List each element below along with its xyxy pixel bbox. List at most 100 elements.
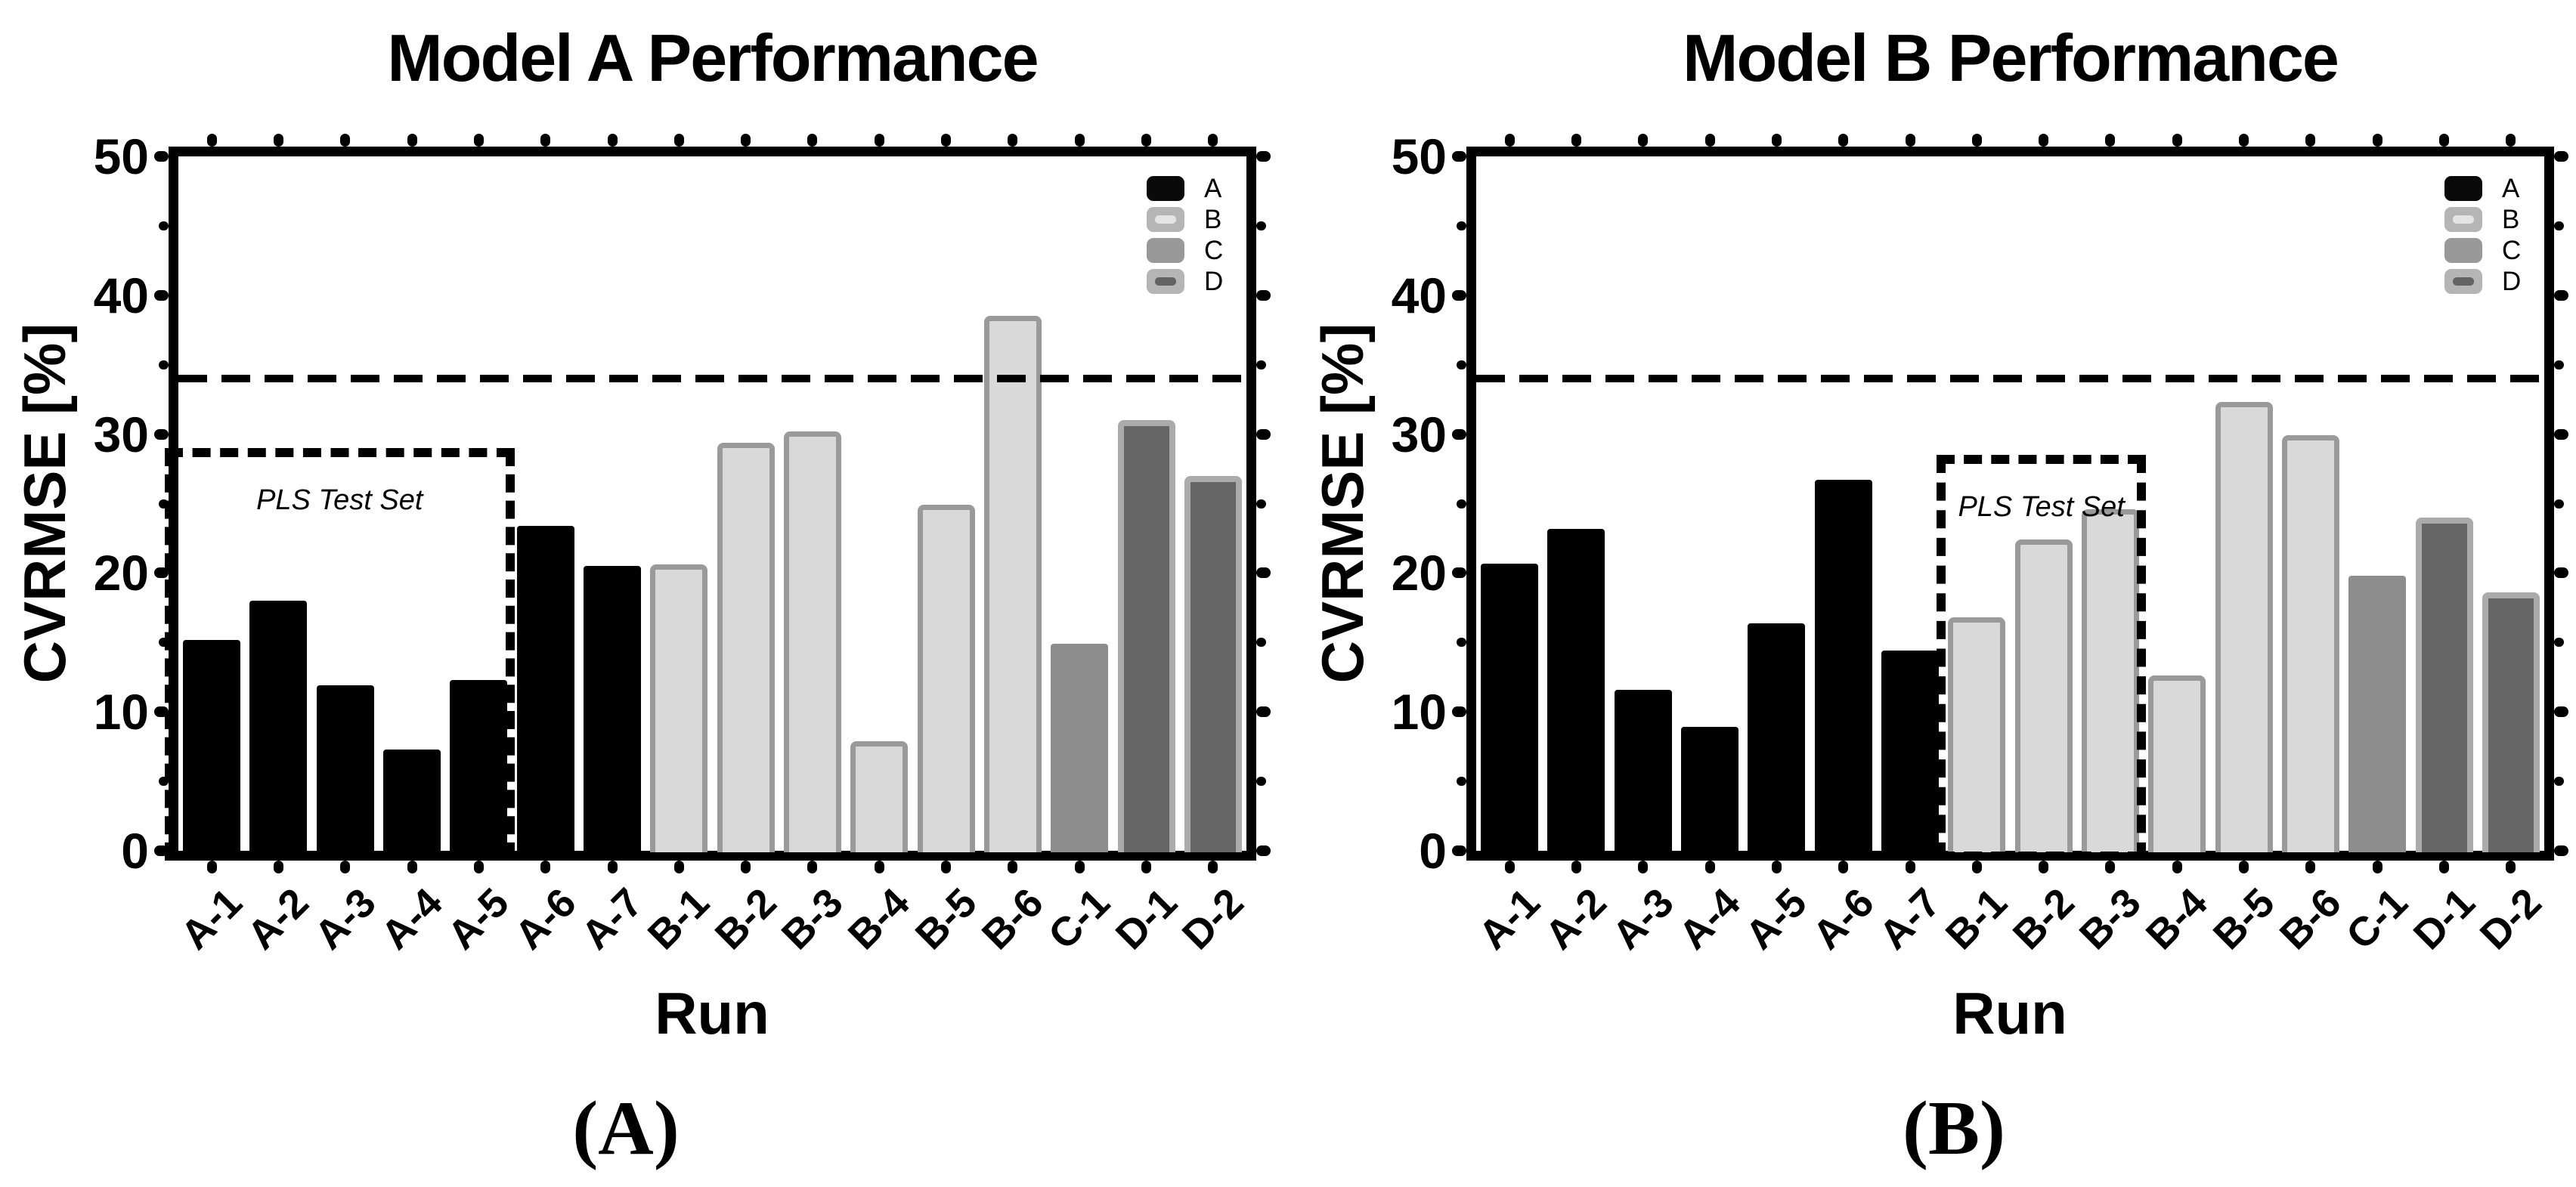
y-major-tick	[1452, 428, 1466, 440]
x-tick-top	[1838, 134, 1849, 147]
x-tick	[741, 861, 751, 873]
bar-B-3	[783, 431, 841, 852]
bar-A-1	[1481, 563, 1539, 852]
x-tick	[2439, 861, 2450, 873]
y-major-tick-right	[1256, 151, 1271, 162]
x-tick	[407, 861, 417, 873]
legend-label-A: A	[2502, 174, 2520, 203]
pls-test-set-label: PLS Test Set	[256, 484, 423, 516]
x-tick	[1141, 861, 1152, 873]
bar-A-4	[1681, 727, 1739, 852]
bar-B-1	[650, 564, 708, 852]
legend-swatch-D	[2444, 269, 2482, 294]
legend-swatch-stripe-B	[2453, 215, 2474, 224]
legend-swatch-C	[2444, 238, 2482, 263]
y-minor-tick-right	[1256, 499, 1266, 508]
y-major-tick	[1452, 845, 1466, 856]
x-tick	[473, 861, 484, 873]
y-minor-tick	[1457, 638, 1466, 648]
x-tick-top	[1074, 134, 1085, 147]
y-minor-tick-right	[2554, 638, 2564, 648]
x-tick-top	[2506, 134, 2516, 147]
bar-A-7	[584, 566, 642, 852]
pls-test-set-label: PLS Test Set	[1958, 491, 2125, 524]
threshold-dashed-line	[178, 375, 1246, 383]
x-tick	[874, 861, 884, 873]
bar-B-4	[850, 740, 909, 852]
x-tick	[540, 861, 551, 873]
x-tick-top	[2239, 134, 2249, 147]
legend-swatch-A	[2444, 176, 2482, 201]
y-tick-label: 40	[1391, 267, 1447, 323]
x-tick	[2239, 861, 2249, 873]
x-tick	[1074, 861, 1085, 873]
bar-D-1	[1117, 420, 1175, 852]
x-tick-top	[1971, 134, 1982, 147]
pls-test-set-box	[165, 447, 515, 861]
x-tick-top	[673, 134, 684, 147]
x-tick-top	[2172, 134, 2182, 147]
legend-swatch-stripe-D	[1155, 277, 1176, 286]
x-tick-top	[2372, 134, 2382, 147]
y-tick-label: 30	[1391, 406, 1447, 462]
y-tick-label: 50	[1391, 128, 1447, 184]
legend-swatch-stripe-D	[2453, 277, 2474, 286]
x-tick-top	[2305, 134, 2316, 147]
y-minor-tick-right	[2554, 360, 2564, 369]
y-minor-tick	[1457, 777, 1466, 787]
y-tick-label: 40	[93, 267, 149, 323]
legend-label-C: C	[2502, 236, 2522, 265]
bar-A-6	[516, 525, 574, 852]
x-tick-top	[206, 134, 217, 147]
x-tick-top	[741, 134, 751, 147]
x-tick-top	[2039, 134, 2049, 147]
y-minor-tick-right	[2554, 221, 2564, 230]
x-tick	[1838, 861, 1849, 873]
y-major-tick-right	[2554, 845, 2568, 856]
x-tick	[1504, 861, 1515, 873]
x-tick-top	[874, 134, 884, 147]
bar-A-2	[1547, 528, 1605, 852]
bar-A-1	[183, 639, 241, 852]
y-major-tick-right	[2554, 289, 2568, 301]
x-tick	[2039, 861, 2049, 873]
y-tick-label: 50	[93, 128, 149, 184]
y-major-tick-right	[2554, 567, 2568, 579]
y-major-tick-right	[1256, 567, 1271, 579]
y-major-tick-right	[2554, 151, 2568, 162]
bar-B-5	[917, 505, 975, 852]
y-minor-tick-right	[1256, 777, 1266, 787]
x-tick	[1704, 861, 1715, 873]
y-major-tick	[154, 289, 169, 301]
x-tick	[2172, 861, 2182, 873]
pls-test-set-box	[1937, 455, 2147, 861]
x-tick	[206, 861, 217, 873]
bar-A-7	[1881, 651, 1940, 852]
y-major-tick	[154, 151, 169, 162]
x-tick-top	[540, 134, 551, 147]
threshold-dashed-line	[1476, 375, 2544, 383]
bar-B-6	[983, 316, 1042, 852]
x-tick-top	[1208, 134, 1218, 147]
y-major-tick-right	[2554, 428, 2568, 440]
y-minor-tick	[159, 221, 169, 230]
panel-a-title: Model A Performance	[387, 20, 1039, 95]
x-tick	[2372, 861, 2382, 873]
x-tick	[1208, 861, 1218, 873]
y-tick-label: 0	[1419, 823, 1447, 879]
x-tick-top	[1905, 134, 1915, 147]
bar-B-5	[2215, 402, 2273, 852]
x-tick-top	[340, 134, 351, 147]
x-tick	[1905, 861, 1915, 873]
y-major-tick-right	[2554, 706, 2568, 718]
legend-swatch-A	[1147, 176, 1184, 201]
y-major-tick	[1452, 706, 1466, 718]
legend-label-B: B	[2502, 205, 2520, 234]
legend-swatch-C	[1147, 238, 1184, 263]
x-tick	[273, 861, 283, 873]
panel-b-x-axis-label: Run	[1952, 980, 2067, 1046]
y-major-tick	[1452, 289, 1466, 301]
x-tick	[1638, 861, 1649, 873]
bar-B-1	[1948, 617, 2006, 852]
